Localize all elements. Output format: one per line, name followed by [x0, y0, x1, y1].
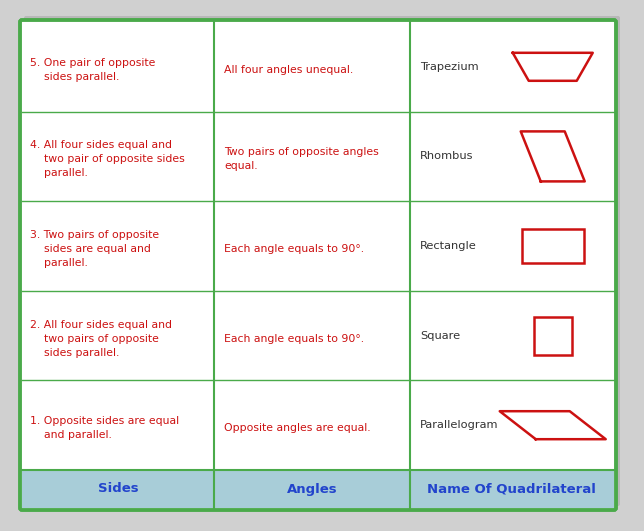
Text: Two pairs of opposite angles
equal.: Two pairs of opposite angles equal.	[224, 148, 379, 172]
Bar	[22, 470, 614, 508]
Text: Each angle equals to 90°.: Each angle equals to 90°.	[224, 333, 365, 344]
Text: Name Of Quadrilateral: Name Of Quadrilateral	[428, 483, 596, 495]
Text: 2. All four sides equal and
    two pairs of opposite
    sides parallel.: 2. All four sides equal and two pairs of…	[30, 320, 172, 357]
FancyBboxPatch shape	[24, 16, 620, 506]
Text: All four angles unequal.: All four angles unequal.	[224, 65, 354, 75]
Text: Opposite angles are equal.: Opposite angles are equal.	[224, 423, 371, 433]
Bar	[534, 316, 572, 355]
Text: 4. All four sides equal and
    two pair of opposite sides
    parallel.: 4. All four sides equal and two pair of …	[30, 140, 185, 178]
Text: Square: Square	[420, 331, 460, 340]
FancyBboxPatch shape	[20, 20, 616, 510]
Bar	[522, 229, 583, 263]
Text: Each angle equals to 90°.: Each angle equals to 90°.	[224, 244, 365, 254]
Text: 1. Opposite sides are equal
    and parallel.: 1. Opposite sides are equal and parallel…	[30, 416, 179, 440]
Text: Rhombus: Rhombus	[420, 151, 473, 161]
Text: Parallelogram: Parallelogram	[420, 420, 498, 430]
Text: Rectangle: Rectangle	[420, 241, 477, 251]
Text: 3. Two pairs of opposite
    sides are equal and
    parallel.: 3. Two pairs of opposite sides are equal…	[30, 230, 159, 268]
Text: Angles: Angles	[287, 483, 337, 495]
Text: Sides: Sides	[98, 483, 138, 495]
Text: Trapezium: Trapezium	[420, 62, 478, 72]
Text: 5. One pair of opposite
    sides parallel.: 5. One pair of opposite sides parallel.	[30, 58, 155, 82]
